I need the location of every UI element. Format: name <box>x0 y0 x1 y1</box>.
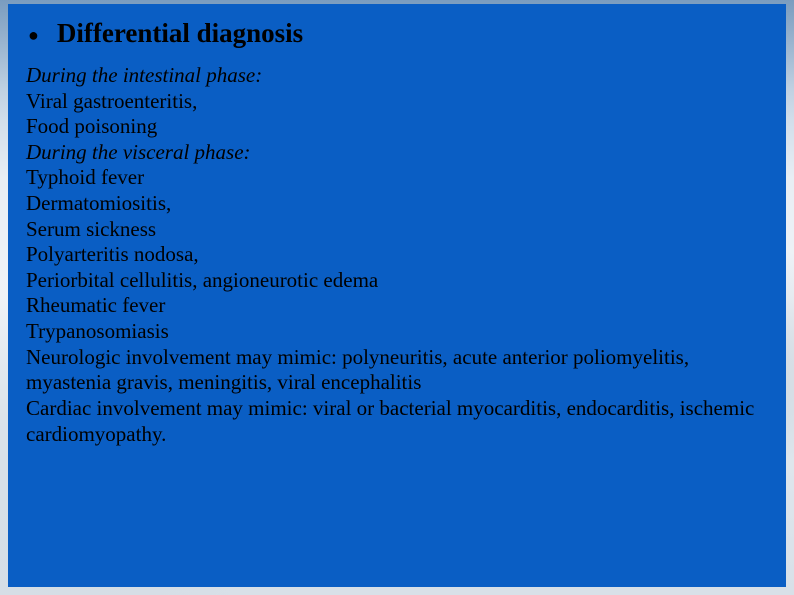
body-line: During the visceral phase: <box>26 140 768 166</box>
slide-panel: ● Differential diagnosis During the inte… <box>8 4 786 587</box>
bullet-icon: ● <box>28 26 39 44</box>
body-line: Food poisoning <box>26 114 768 140</box>
body-line: Periorbital cellulitis, angioneurotic ed… <box>26 268 768 294</box>
body-line: Trypanosomiasis <box>26 319 768 345</box>
body-line: During the intestinal phase: <box>26 63 768 89</box>
title-row: ● Differential diagnosis <box>26 18 768 49</box>
body-line: Rheumatic fever <box>26 293 768 319</box>
slide-title: Differential diagnosis <box>57 18 303 49</box>
body-line: Viral gastroenteritis, <box>26 89 768 115</box>
slide-body: During the intestinal phase: Viral gastr… <box>26 63 768 447</box>
body-line: Cardiac involvement may mimic: viral or … <box>26 396 768 447</box>
body-line: Neurologic involvement may mimic: polyne… <box>26 345 768 396</box>
body-line: Polyarteritis nodosa, <box>26 242 768 268</box>
body-line: Serum sickness <box>26 217 768 243</box>
body-line: Typhoid fever <box>26 165 768 191</box>
body-line: Dermatomiositis, <box>26 191 768 217</box>
